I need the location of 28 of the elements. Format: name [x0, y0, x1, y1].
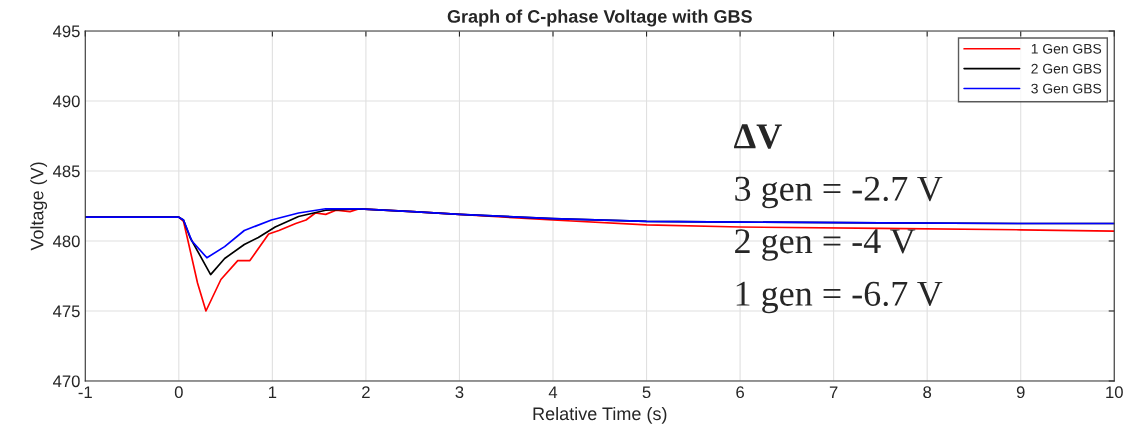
y-tick-label: 475: [52, 305, 80, 318]
y-tick-label: 485: [52, 165, 80, 178]
x-tick-label: 1: [269, 386, 277, 398]
x-tick-label: 5: [642, 386, 651, 399]
annotation: 2 gen = -4 V: [735, 229, 916, 261]
x-tick-label: 4: [548, 386, 558, 398]
x-tick-label: 0: [174, 386, 183, 399]
legend-label: 1 Gen GBS: [1031, 43, 1102, 54]
x-axis-title: Relative Time (s): [533, 406, 667, 424]
x-tick-label: 2: [362, 386, 370, 398]
x-tick-label: 3: [455, 386, 464, 399]
legend-label: 3 Gen GBS: [1031, 83, 1102, 94]
y-axis-title: Voltage (V): [30, 162, 48, 251]
x-tick-label: 6: [736, 386, 744, 399]
x-tick-label: 10: [1106, 386, 1123, 399]
annotation: 1 gen = -6.7 V: [736, 281, 943, 314]
y-tick-label: 480: [52, 235, 80, 248]
y-tick-label: 495: [52, 25, 80, 38]
x-tick-label: 8: [923, 386, 932, 399]
annotation: 3 gen = -2.7 V: [735, 176, 943, 209]
legend-label: 2 Gen GBS: [1031, 63, 1102, 74]
annotation: ΔV: [734, 124, 782, 149]
x-tick-label: -1: [78, 386, 92, 398]
y-tick-label: 470: [52, 375, 80, 388]
x-tick-label: 9: [1016, 386, 1025, 399]
y-tick-label: 490: [52, 95, 80, 108]
chart-title: Graph of C-phase Voltage with GBS: [447, 9, 752, 27]
x-tick-label: 7: [829, 386, 838, 398]
